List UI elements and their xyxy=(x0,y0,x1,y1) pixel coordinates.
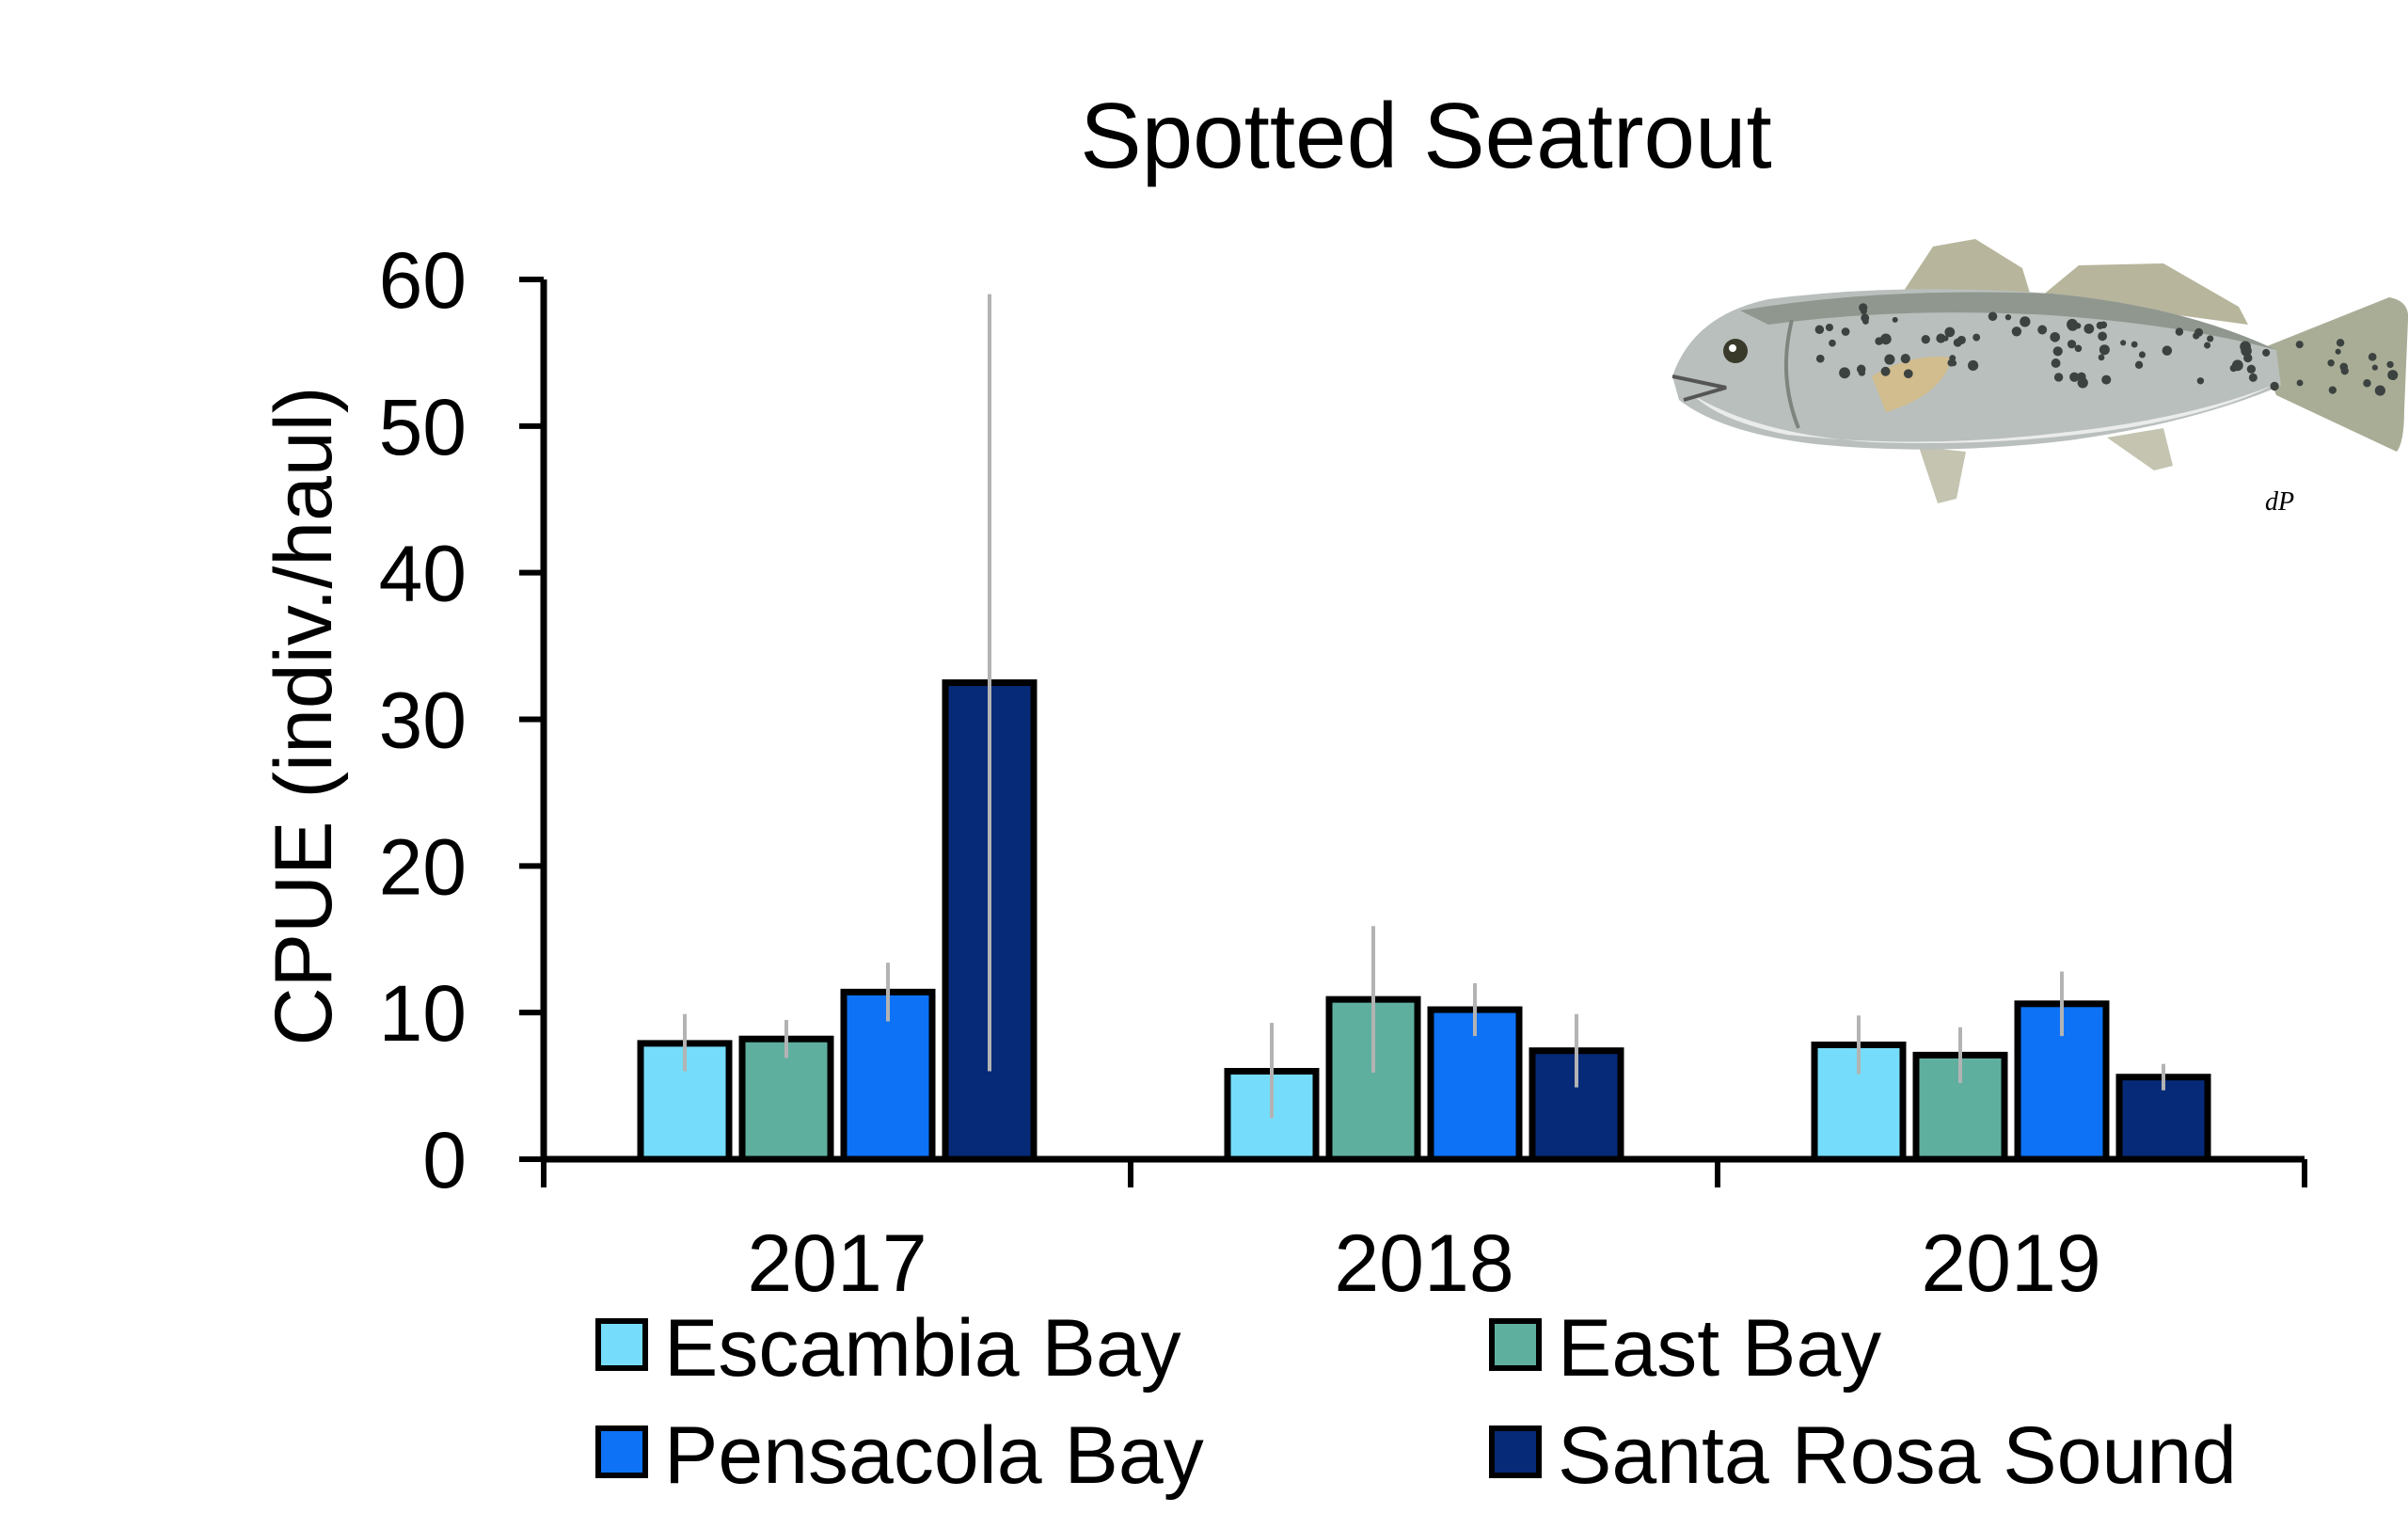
legend-swatch xyxy=(1489,1318,1542,1371)
illustration-signature: dP xyxy=(2265,487,2294,517)
y-tick-label: 30 xyxy=(379,677,467,765)
y-tick-label: 0 xyxy=(422,1116,467,1204)
legend-swatch xyxy=(595,1425,648,1478)
legend-label: East Bay xyxy=(1558,1303,1881,1394)
y-tick-label: 20 xyxy=(379,822,467,911)
spotted-seatrout-illustration: dP xyxy=(1671,239,2408,517)
y-tick-label: 60 xyxy=(379,236,467,325)
legend-label: Pensacola Bay xyxy=(664,1410,1204,1501)
legend-label: Santa Rosa Sound xyxy=(1558,1410,2237,1501)
y-tick-label: 40 xyxy=(379,530,467,618)
y-axis-label: CPUE (indiv./haul) xyxy=(259,387,349,1046)
chart-title: Spotted Seatrout xyxy=(1080,84,1772,187)
legend-swatch xyxy=(595,1318,648,1371)
legend: Escambia Bay East Bay Pensacola Bay Santa R… xyxy=(595,1303,2237,1501)
legend-label: Escambia Bay xyxy=(664,1303,1181,1394)
plot-area xyxy=(637,294,2211,1163)
x-tick-label: 2018 xyxy=(1334,1218,1513,1309)
y-tick-label: 50 xyxy=(379,383,467,471)
x-tick-label: 2019 xyxy=(1921,1218,2100,1309)
x-tick-label: 2017 xyxy=(747,1218,927,1309)
y-tick-label: 10 xyxy=(379,969,467,1058)
axes: 0 10 20 30 40 50 60 2017 2018 2019 xyxy=(379,236,2307,1309)
legend-swatch xyxy=(1489,1425,1542,1478)
